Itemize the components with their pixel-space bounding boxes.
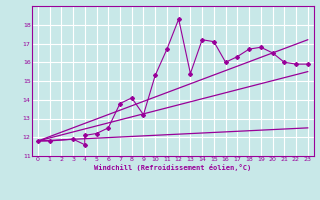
X-axis label: Windchill (Refroidissement éolien,°C): Windchill (Refroidissement éolien,°C) bbox=[94, 164, 252, 171]
